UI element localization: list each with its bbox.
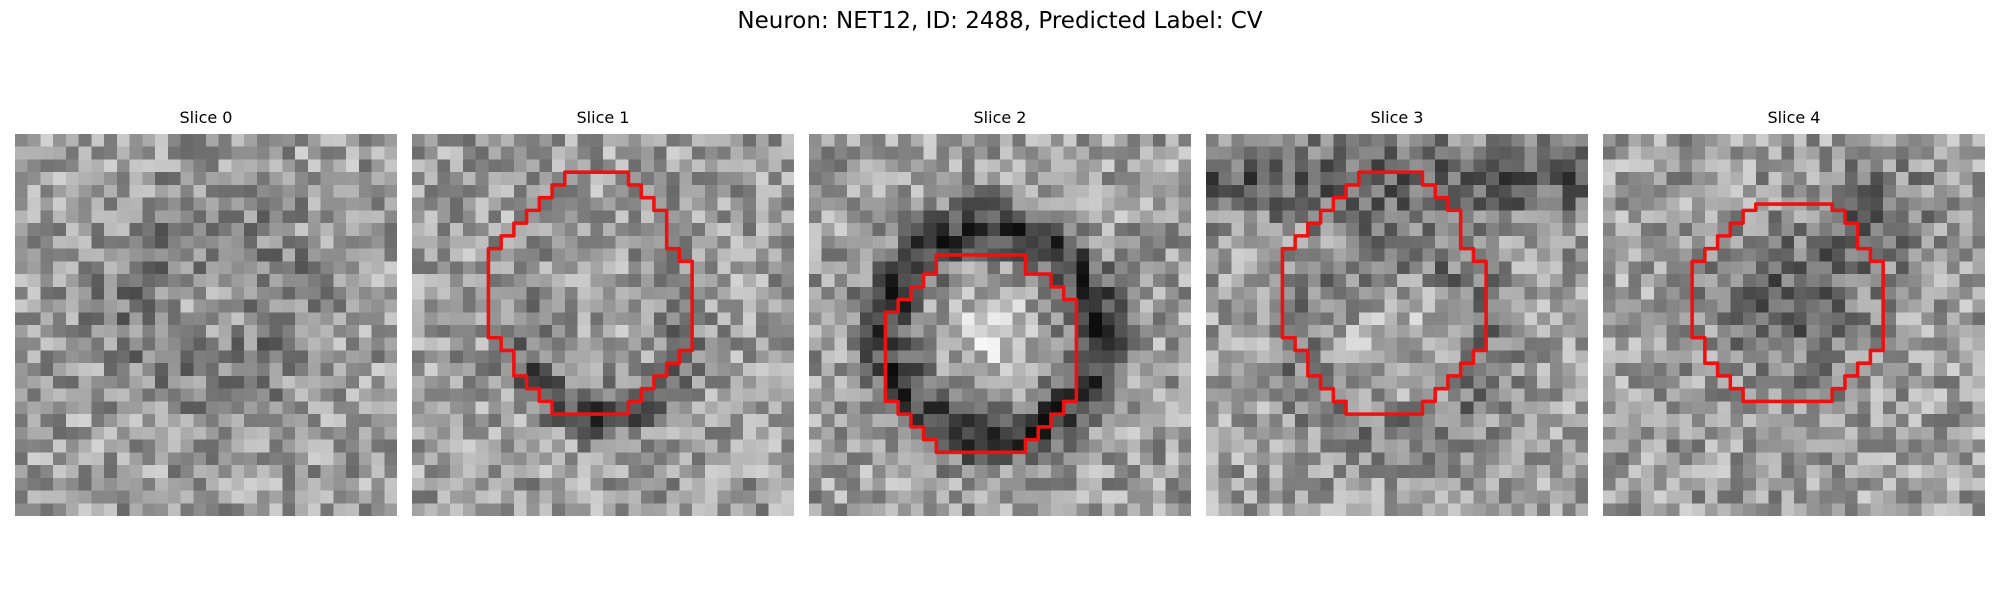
roi-contour (1690, 202, 1885, 404)
slice-image (1603, 134, 1985, 516)
figure-title: Neuron: NET12, ID: 2488, Predicted Label… (737, 8, 1263, 34)
slice-image (809, 134, 1191, 516)
slice-panel-0: Slice 0 (15, 108, 397, 516)
slice-panel-4: Slice 4 (1603, 108, 1985, 516)
slice-title: Slice 0 (179, 108, 233, 127)
pixel-grid (1603, 134, 1985, 516)
slice-title: Slice 2 (973, 108, 1027, 127)
pixel-grid (15, 134, 397, 516)
slice-panel-3: Slice 3 (1206, 108, 1588, 516)
pixel-grid (809, 134, 1191, 516)
slice-title: Slice 3 (1370, 108, 1424, 127)
slice-panel-1: Slice 1 (412, 108, 794, 516)
slice-image (412, 134, 794, 516)
pixel-grid (1206, 134, 1588, 516)
roi-contour (883, 253, 1079, 455)
slice-panel-2: Slice 2 (809, 108, 1191, 516)
roi-contour (1280, 170, 1488, 416)
roi-contour (486, 170, 694, 416)
slice-title: Slice 1 (576, 108, 630, 127)
slice-image (15, 134, 397, 516)
slice-image (1206, 134, 1588, 516)
pixel-grid (412, 134, 794, 516)
slice-title: Slice 4 (1767, 108, 1821, 127)
